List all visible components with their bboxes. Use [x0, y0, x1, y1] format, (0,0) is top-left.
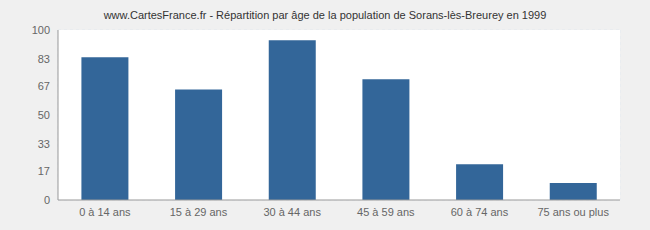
svg-text:67: 67 [38, 80, 50, 92]
svg-text:100: 100 [32, 24, 50, 36]
svg-text:60 à 74 ans: 60 à 74 ans [451, 206, 509, 218]
html-text:www.CartesFrance.fr - Répartit: www.CartesFrance.fr - Répartition par âg… [103, 9, 547, 21]
svg-text:0: 0 [44, 194, 50, 206]
svg-text:45 à 59 ans: 45 à 59 ans [357, 206, 415, 218]
svg-text:30 à 44 ans: 30 à 44 ans [263, 206, 321, 218]
svg-text:0 à 14 ans: 0 à 14 ans [79, 206, 131, 218]
svg-text:33: 33 [38, 138, 50, 150]
svg-text:83: 83 [38, 53, 50, 65]
svg-text:15 à 29 ans: 15 à 29 ans [170, 206, 228, 218]
svg-text:75 ans ou plus: 75 ans ou plus [537, 206, 609, 218]
svg-text:17: 17 [38, 165, 50, 177]
svg-text:50: 50 [38, 109, 50, 121]
